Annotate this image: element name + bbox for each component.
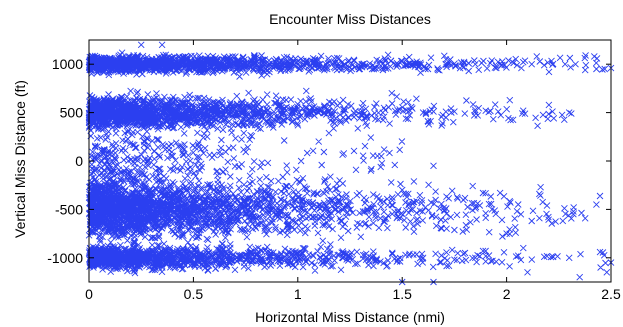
y-tick-label: 1000 <box>52 56 83 72</box>
x-axis-label: Horizontal Miss Distance (nmi) <box>255 309 445 325</box>
data-points <box>85 41 615 286</box>
y-tick-label: -1000 <box>47 250 83 266</box>
y-tick-label: -500 <box>55 201 83 217</box>
x-tick-label: 1 <box>294 286 302 302</box>
y-axis-label: Vertical Miss Distance (ft) <box>12 80 28 238</box>
y-axis-ticks: -1000 -500 0 500 1000 <box>47 56 611 266</box>
x-tick-label: 0 <box>85 286 93 302</box>
x-axis-ticks: 0 0.5 1 1.5 2 2.5 <box>85 40 621 302</box>
chart-title: Encounter Miss Distances <box>269 11 431 27</box>
x-tick-label: 0.5 <box>184 286 204 302</box>
x-tick-label: 2 <box>503 286 511 302</box>
x-marker-points <box>85 41 615 286</box>
x-tick-label: 1.5 <box>392 286 412 302</box>
y-tick-label: 500 <box>60 105 84 121</box>
y-tick-label: 0 <box>75 153 83 169</box>
x-tick-label: 2.5 <box>601 286 621 302</box>
